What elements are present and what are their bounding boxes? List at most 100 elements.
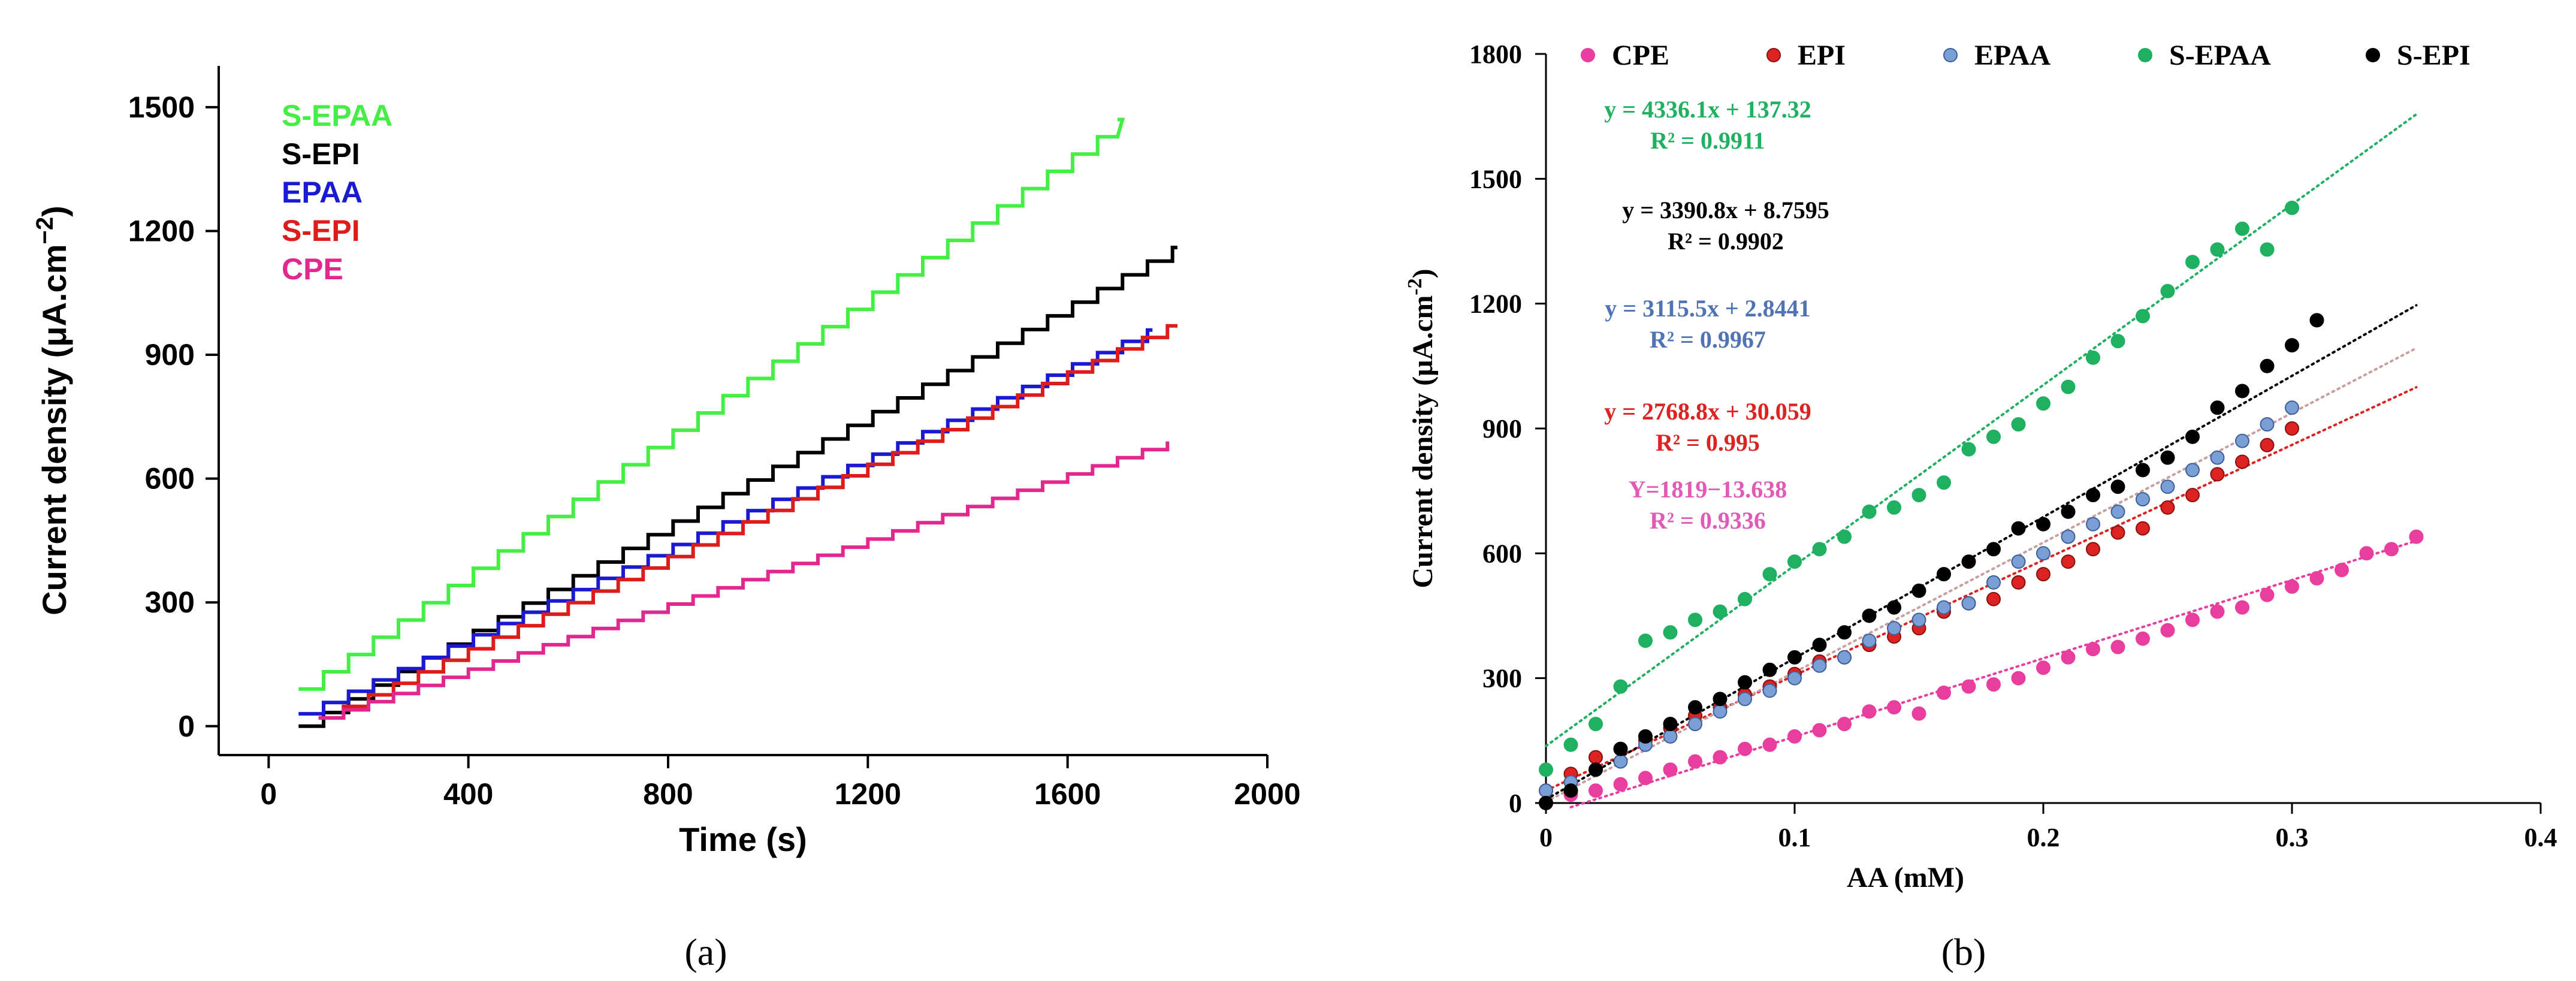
panel-label-b: (b) xyxy=(1941,931,1986,973)
data-point-0 xyxy=(1887,700,1901,715)
legend-label-3: S-EPAA xyxy=(2169,40,2271,71)
data-point-0 xyxy=(2285,579,2299,594)
data-point-2 xyxy=(2235,433,2249,448)
series-line-0 xyxy=(298,117,1125,691)
data-point-4 xyxy=(1589,762,1603,777)
x-tick-label: 0.3 xyxy=(2276,823,2309,852)
y-axis-title: Current density (μA.cm-2) xyxy=(1404,268,1439,588)
r-squared-3: R² = 0.9911 xyxy=(1650,127,1765,154)
x-tick-label: 1200 xyxy=(835,777,901,811)
legend-label-4: S-EPI xyxy=(2397,40,2471,71)
data-point-3 xyxy=(1589,717,1603,732)
data-point-1 xyxy=(2285,421,2299,436)
data-point-0 xyxy=(2061,650,2076,665)
data-point-0 xyxy=(2260,587,2275,602)
data-point-4 xyxy=(1613,741,1628,756)
x-tick-label: 2000 xyxy=(1234,777,1300,811)
data-point-2 xyxy=(1937,600,1951,615)
data-point-2 xyxy=(1787,671,1802,686)
y-tick-label: 300 xyxy=(1482,664,1522,693)
data-point-0 xyxy=(1911,706,1926,721)
data-point-2 xyxy=(1688,717,1702,732)
data-point-4 xyxy=(2210,400,2225,415)
data-point-3 xyxy=(1762,567,1777,582)
data-point-1 xyxy=(2036,567,2050,582)
data-point-0 xyxy=(1762,737,1777,752)
r-squared-1: R² = 0.995 xyxy=(1656,429,1760,456)
data-point-4 xyxy=(2086,488,2100,503)
data-point-4 xyxy=(2285,338,2299,353)
data-point-4 xyxy=(2036,517,2050,532)
data-point-1 xyxy=(2136,521,2150,536)
equation-1: y = 2768.8x + 30.059 xyxy=(1604,398,1811,425)
data-point-3 xyxy=(2285,200,2299,215)
data-point-3 xyxy=(1837,529,1852,544)
data-point-4 xyxy=(1837,625,1852,640)
data-point-0 xyxy=(1738,741,1752,756)
data-point-1 xyxy=(1986,591,2001,606)
data-point-0 xyxy=(2309,571,2324,585)
legend-marker-3 xyxy=(2138,48,2152,62)
data-point-3 xyxy=(2260,242,2275,257)
legend-label-2: EPAA xyxy=(282,176,363,209)
data-point-0 xyxy=(2086,642,2100,657)
data-point-1 xyxy=(2110,525,2125,540)
y-tick-label: 900 xyxy=(1482,414,1522,443)
data-point-4 xyxy=(1986,542,2001,557)
data-point-2 xyxy=(2185,463,2200,478)
data-point-1 xyxy=(2260,437,2275,452)
data-point-3 xyxy=(1663,625,1678,640)
x-tick-label: 0.2 xyxy=(2027,823,2060,852)
data-point-3 xyxy=(2086,350,2100,365)
x-tick-label: 1600 xyxy=(1034,777,1101,811)
equation-3: y = 4336.1x + 137.32 xyxy=(1604,96,1811,123)
data-point-3 xyxy=(2136,309,2150,324)
data-point-0 xyxy=(1862,704,1877,719)
data-point-0 xyxy=(2011,671,2026,686)
data-point-4 xyxy=(1961,554,1976,569)
data-point-3 xyxy=(1787,554,1802,569)
y-tick-label: 0 xyxy=(1509,789,1522,818)
data-point-2 xyxy=(1539,783,1553,798)
data-point-4 xyxy=(1688,700,1702,715)
y-tick-label: 1500 xyxy=(1469,164,1522,194)
trendline-1 xyxy=(1545,386,2418,792)
data-point-0 xyxy=(2036,660,2050,675)
data-point-0 xyxy=(1961,679,1976,694)
series-line-3 xyxy=(318,324,1177,720)
data-point-2 xyxy=(1613,754,1628,769)
data-point-2 xyxy=(1887,621,1901,636)
data-point-4 xyxy=(1563,783,1578,798)
x-tick-label: 0 xyxy=(260,777,277,811)
data-point-4 xyxy=(1638,729,1653,744)
data-point-0 xyxy=(1638,771,1653,786)
data-point-4 xyxy=(1787,650,1802,665)
data-point-4 xyxy=(1762,662,1777,677)
data-point-0 xyxy=(1589,783,1603,798)
data-point-2 xyxy=(2086,517,2100,532)
data-point-1 xyxy=(2160,500,2175,515)
trendline-3 xyxy=(1545,113,2418,747)
data-point-2 xyxy=(2260,417,2275,432)
data-point-2 xyxy=(1762,683,1777,698)
panel-label-a: (a) xyxy=(684,931,727,973)
data-point-4 xyxy=(2011,521,2026,536)
legend-label-2: EPAA xyxy=(1974,40,2050,71)
data-point-4 xyxy=(1937,567,1951,582)
data-point-2 xyxy=(2110,504,2125,519)
x-tick-label: 0.1 xyxy=(1778,823,1811,852)
data-point-0 xyxy=(2384,542,2399,557)
data-point-3 xyxy=(1911,488,1926,503)
data-point-4 xyxy=(1663,717,1678,732)
data-point-4 xyxy=(1713,692,1728,707)
legend-marker-0 xyxy=(1581,48,1595,62)
y-tick-label: 0 xyxy=(178,710,195,743)
data-point-1 xyxy=(1589,750,1603,765)
y-axis-title: Current density (μA.cm−2) xyxy=(32,206,73,615)
data-point-1 xyxy=(2235,454,2249,469)
data-point-2 xyxy=(1986,575,2001,590)
y-tick-label: 1800 xyxy=(1469,40,1522,69)
data-point-3 xyxy=(2036,396,2050,411)
data-point-4 xyxy=(1887,600,1901,615)
data-point-0 xyxy=(1937,686,1951,700)
